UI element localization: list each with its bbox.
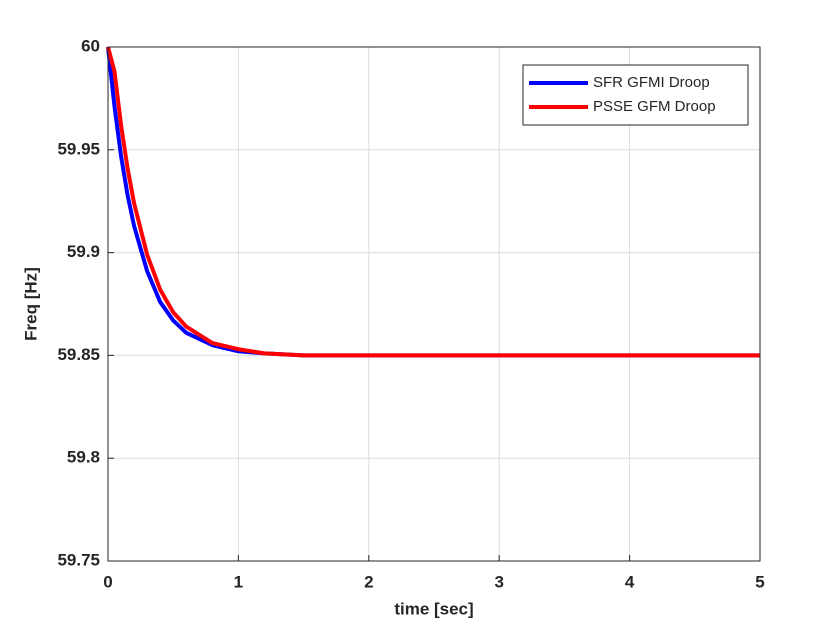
- y-tick-label: 59.95: [57, 139, 100, 158]
- axes-box: [107, 46, 761, 562]
- y-tick-label: 59.9: [67, 242, 100, 261]
- x-tick-label: 4: [625, 572, 635, 591]
- y-tick-label: 59.8: [67, 448, 100, 467]
- x-tick-label: 3: [494, 572, 503, 591]
- plot-clip-group: [106, 46, 760, 358]
- legend-box: [522, 64, 749, 126]
- y-tick-label: 60: [81, 36, 100, 55]
- legend-label: SFR GFMI Droop: [593, 74, 710, 91]
- x-axis-label: time [sec]: [394, 599, 473, 618]
- y-tick-label: 59.85: [57, 345, 100, 364]
- x-tick-label: 1: [234, 572, 243, 591]
- x-tick-label: 0: [103, 572, 112, 591]
- plot-area: [108, 47, 760, 561]
- line-series: [106, 46, 760, 358]
- x-tick-label: 2: [364, 572, 373, 591]
- y-axis-label: Freq [Hz]: [21, 267, 40, 341]
- legend-label: PSSE GFM Droop: [593, 98, 716, 115]
- y-tick-label: 59.75: [57, 550, 100, 569]
- x-tick-label: 5: [755, 572, 764, 591]
